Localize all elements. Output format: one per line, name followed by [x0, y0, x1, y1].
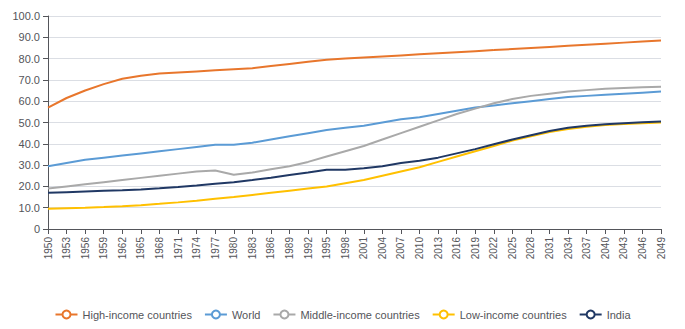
- svg-text:2019: 2019: [470, 237, 481, 260]
- svg-text:20.0: 20.0: [19, 180, 40, 192]
- svg-text:0: 0: [34, 223, 40, 235]
- svg-text:2025: 2025: [507, 237, 518, 260]
- svg-text:1965: 1965: [135, 237, 146, 260]
- svg-text:2016: 2016: [451, 237, 462, 260]
- svg-text:2040: 2040: [600, 237, 611, 260]
- svg-text:10.0: 10.0: [19, 202, 40, 214]
- svg-text:90.0: 90.0: [19, 31, 40, 43]
- svg-text:1998: 1998: [340, 237, 351, 260]
- svg-text:1992: 1992: [303, 237, 314, 260]
- svg-text:50.0: 50.0: [19, 117, 40, 129]
- svg-text:1977: 1977: [210, 237, 221, 260]
- svg-text:World: World: [232, 309, 261, 321]
- svg-text:Middle-income countries: Middle-income countries: [300, 309, 420, 321]
- svg-text:2007: 2007: [395, 237, 406, 260]
- svg-text:High-income countries: High-income countries: [82, 309, 192, 321]
- svg-text:1953: 1953: [61, 237, 72, 260]
- svg-text:1950: 1950: [43, 237, 54, 260]
- svg-text:2031: 2031: [544, 237, 555, 260]
- svg-text:1974: 1974: [191, 237, 202, 260]
- svg-text:1989: 1989: [284, 237, 295, 260]
- svg-text:2001: 2001: [358, 237, 369, 260]
- svg-text:2022: 2022: [488, 237, 499, 260]
- svg-text:1995: 1995: [321, 237, 332, 260]
- svg-text:2013: 2013: [433, 237, 444, 260]
- svg-text:70.0: 70.0: [19, 74, 40, 86]
- svg-text:1971: 1971: [173, 237, 184, 260]
- svg-text:2010: 2010: [414, 237, 425, 260]
- svg-text:1983: 1983: [247, 237, 258, 260]
- svg-text:2028: 2028: [525, 237, 536, 260]
- svg-text:1980: 1980: [228, 237, 239, 260]
- svg-text:2004: 2004: [377, 237, 388, 260]
- svg-text:India: India: [607, 309, 632, 321]
- svg-text:30.0: 30.0: [19, 159, 40, 171]
- svg-text:2043: 2043: [618, 237, 629, 260]
- svg-text:60.0: 60.0: [19, 95, 40, 107]
- svg-text:1956: 1956: [80, 237, 91, 260]
- svg-text:100.0: 100.0: [12, 10, 40, 22]
- svg-text:2049: 2049: [656, 237, 667, 260]
- svg-text:2046: 2046: [637, 237, 648, 260]
- svg-text:1986: 1986: [265, 237, 276, 260]
- svg-text:80.0: 80.0: [19, 53, 40, 65]
- svg-text:2034: 2034: [563, 237, 574, 260]
- svg-text:2037: 2037: [581, 237, 592, 260]
- svg-text:40.0: 40.0: [19, 138, 40, 150]
- svg-text:1968: 1968: [154, 237, 165, 260]
- svg-text:1959: 1959: [98, 237, 109, 260]
- svg-text:1962: 1962: [117, 237, 128, 260]
- svg-text:Low-income countries: Low-income countries: [460, 309, 567, 321]
